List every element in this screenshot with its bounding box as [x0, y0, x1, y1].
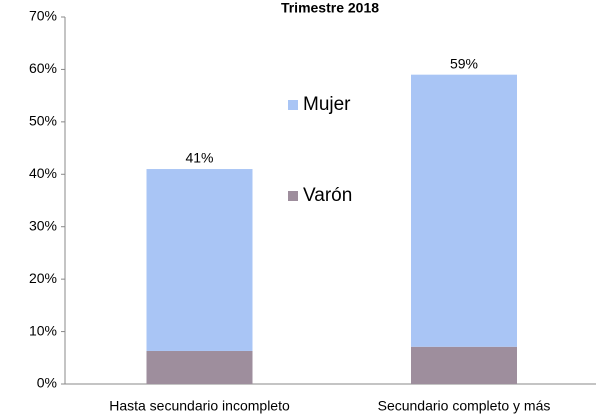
y-tick-label: 60% — [29, 60, 57, 76]
total-label: 59% — [450, 55, 478, 71]
legend-label: Mujer — [303, 94, 351, 115]
y-tick-label: 20% — [29, 270, 57, 286]
y-tick-label: 10% — [29, 322, 57, 338]
x-tick-label: Hasta secundario incompleto — [109, 398, 290, 414]
legend-swatch — [288, 191, 298, 201]
chart-title: Trimestre 2018 — [281, 0, 379, 16]
legend-swatch — [288, 100, 298, 110]
x-tick-label: Secundario completo y más — [378, 398, 551, 414]
y-tick-label: 50% — [29, 113, 57, 129]
bar-segment — [411, 74, 517, 347]
y-tick-label: 30% — [29, 217, 57, 233]
legend-label: Varón — [303, 185, 352, 206]
y-tick-label: 70% — [29, 8, 57, 24]
bar-segment — [146, 169, 253, 351]
y-tick-label: 0% — [37, 375, 57, 391]
bar-segment — [146, 350, 253, 384]
y-tick-label: 40% — [29, 165, 57, 181]
total-label: 41% — [185, 150, 213, 166]
bar-segment — [411, 346, 517, 384]
